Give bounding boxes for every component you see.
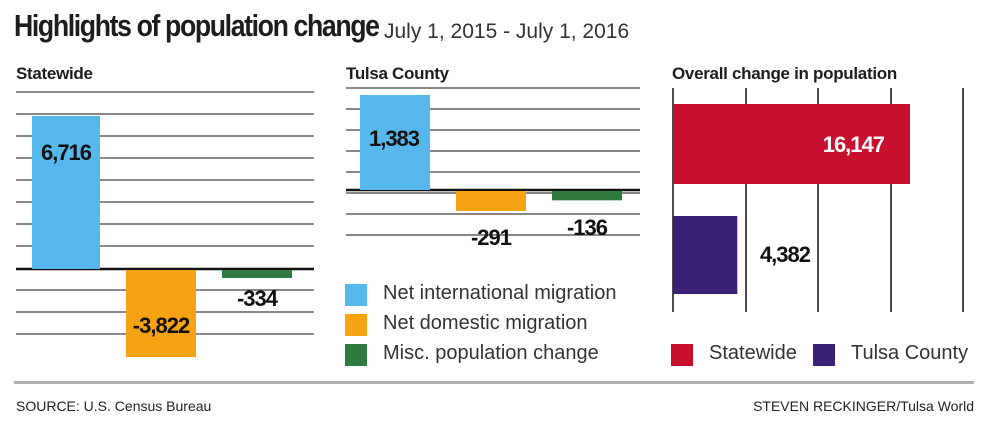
- source-note: SOURCE: U.S. Census Bureau: [16, 398, 212, 414]
- tulsa-value-label-misc: -136: [567, 215, 608, 240]
- tulsa-panel-title: Tulsa County: [346, 64, 449, 83]
- legend-swatch-international: [345, 284, 367, 306]
- tulsa-value-label-domestic: -291: [471, 225, 512, 250]
- statewide-bar-misc: [222, 270, 292, 278]
- legend-swatch-statewide: [671, 344, 693, 366]
- legend-swatch-misc: [345, 344, 367, 366]
- overall-value-label-statewide: 16,147: [823, 132, 885, 157]
- legend-swatch-tulsa: [813, 344, 835, 366]
- credit-note: STEVEN RECKINGER/Tulsa World: [753, 398, 974, 414]
- legend-label-tulsa: Tulsa County: [851, 342, 969, 364]
- overall-value-label-tulsa: 4,382: [760, 242, 811, 267]
- legend-label-domestic: Net domestic migration: [383, 312, 588, 334]
- overall-bar-statewide: [673, 104, 910, 184]
- statewide-bar-international: [32, 116, 100, 269]
- chart-title: Highlights of population change: [14, 8, 380, 43]
- chart-title-block: Highlights of population change July 1, …: [14, 8, 629, 44]
- tulsa-bar-misc: [552, 191, 622, 201]
- footer-rule: [14, 381, 974, 384]
- legend-label-statewide: Statewide: [709, 342, 797, 364]
- overall-panel-title: Overall change in population: [672, 64, 897, 83]
- chart-subtitle: July 1, 2015 - July 1, 2016: [384, 20, 630, 43]
- statewide-bar-domestic: [126, 270, 196, 358]
- tulsa-bar-international: [360, 95, 430, 190]
- statewide-value-label-misc: -334: [237, 286, 279, 311]
- overall-bar-tulsa: [673, 216, 738, 294]
- legend-label-international: Net international migration: [383, 282, 617, 304]
- statewide-value-label-domestic: -3,822: [133, 313, 190, 338]
- tulsa-value-label-international: 1,383: [369, 126, 420, 151]
- legend-label-misc: Misc. population change: [383, 342, 599, 364]
- tulsa-bar-domestic: [456, 191, 526, 211]
- statewide-panel-title: Statewide: [16, 64, 93, 83]
- statewide-value-label-international: 6,716: [41, 140, 92, 165]
- legend-swatch-domestic: [345, 314, 367, 336]
